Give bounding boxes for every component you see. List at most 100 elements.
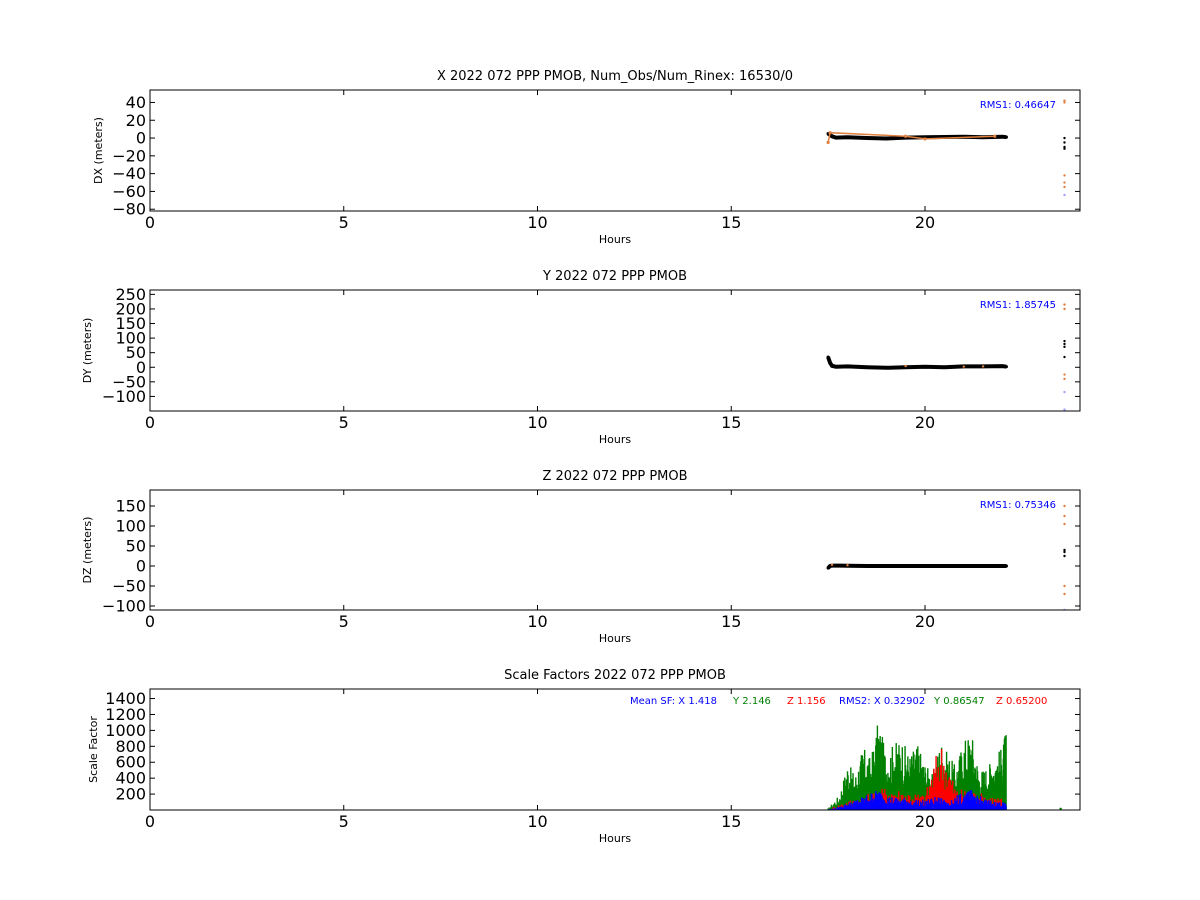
chart-title: X 2022 072 PPP PMOB, Num_Obs/Num_Rinex: … [437, 69, 793, 84]
data-point [845, 364, 850, 368]
y-tick-label: 1400 [105, 689, 146, 708]
data-point [1063, 303, 1066, 306]
data-point [846, 564, 849, 567]
x-tick-label: 5 [339, 213, 349, 232]
y-tick-label: 50 [126, 537, 146, 556]
data-series-1 [826, 563, 1008, 570]
y-tick-label: 150 [115, 314, 146, 333]
chart-title: Scale Factors 2022 072 PPP PMOB [504, 668, 726, 683]
data-point [826, 140, 830, 145]
x-tick-label: 0 [145, 413, 155, 432]
y-tick-label: 0 [136, 557, 146, 576]
data-series-3 [1063, 339, 1066, 359]
data-point [923, 137, 927, 141]
data-point [1063, 147, 1066, 150]
y-tick-label: 1000 [105, 721, 146, 740]
data-series-2 [830, 563, 849, 567]
chart-panel-1: X 2022 072 PPP PMOB, Num_Obs/Num_Rinex: … [92, 69, 1081, 246]
data-point [1063, 548, 1066, 552]
y-tick-label: −40 [112, 164, 146, 183]
data-point [1063, 185, 1066, 189]
data-layer [827, 725, 1062, 810]
data-point [962, 365, 965, 368]
y-tick-label: −80 [112, 200, 146, 219]
y-tick-label: 20 [126, 111, 146, 130]
y-axis-label: DX (meters) [92, 117, 105, 184]
data-point [1063, 554, 1066, 558]
plot-frame [149, 489, 1081, 611]
x-tick-label: 20 [915, 213, 935, 232]
data-point [865, 365, 869, 369]
x-tick-label: 10 [527, 812, 547, 831]
data-point [1063, 522, 1066, 526]
y-tick-label: 1200 [105, 705, 146, 724]
data-point [884, 136, 888, 141]
data-point [1063, 355, 1066, 359]
data-point [981, 564, 985, 568]
data-point [1063, 174, 1066, 177]
data-point [904, 364, 907, 368]
data-series-2 [826, 131, 997, 145]
data-point [1063, 550, 1066, 554]
data-series-4 [1063, 504, 1066, 596]
x-tick-label: 15 [721, 213, 741, 232]
x-axis-label: Hours [599, 632, 631, 645]
y-tick-label: 150 [115, 497, 146, 516]
data-point [981, 365, 985, 368]
data-point [826, 566, 830, 570]
data-point [962, 564, 966, 568]
data-series-1 [827, 725, 1007, 810]
data-series-4 [1059, 807, 1062, 810]
y-axis-label: DY (meters) [81, 318, 94, 383]
y-tick-label: 40 [126, 93, 146, 112]
data-point [884, 564, 888, 568]
data-point [865, 564, 869, 568]
data-point [1063, 408, 1066, 411]
data-point [1063, 99, 1066, 102]
y-tick-label: −50 [112, 577, 146, 596]
chart-title: Y 2022 072 PPP PMOB [542, 269, 687, 284]
x-axis-label: Hours [599, 433, 631, 446]
y-tick-label: 200 [115, 785, 146, 804]
data-point [923, 365, 927, 369]
rms-annotation: RMS1: 0.46647 [980, 100, 1056, 111]
data-trace [826, 563, 1007, 570]
chart-panel-3: Z 2022 072 PPP PMOB Hours DZ (meters) 0 5 10 1… [81, 469, 1081, 645]
data-point [1063, 345, 1066, 349]
y-tick-label: 800 [115, 737, 146, 756]
y-tick-label: 0 [136, 358, 146, 377]
data-trace [826, 356, 1007, 370]
data-point [838, 564, 842, 568]
data-point [904, 134, 908, 138]
data-series-5 [1063, 193, 1066, 197]
data-point [1063, 145, 1066, 149]
y-axis-label: DZ (meters) [81, 517, 94, 584]
y-tick-label: 50 [126, 343, 146, 362]
y-tick-label: −100 [102, 597, 146, 616]
plot-frame [149, 688, 1081, 811]
data-point [1000, 564, 1005, 568]
data-series-3 [1063, 136, 1066, 150]
data-point [1063, 342, 1066, 346]
data-point [923, 564, 927, 568]
chart-panel-2: Y 2022 072 PPP PMOB Hours DY (meters) 0 5 10 1… [81, 269, 1081, 446]
data-point [1063, 390, 1066, 394]
data-point [1004, 365, 1008, 369]
y-tick-label: 0 [136, 129, 146, 148]
x-tick-label: 15 [721, 413, 741, 432]
rms-annotation: RMS1: 0.75346 [980, 500, 1056, 511]
plot-frame [149, 89, 1081, 212]
y-tick-label: −50 [112, 372, 146, 391]
x-tick-label: 20 [915, 413, 935, 432]
data-point [830, 364, 834, 368]
y-axis-label: Scale Factor [87, 716, 100, 783]
y-tick-label: 250 [115, 285, 146, 304]
data-layer [826, 504, 1066, 610]
y-tick-label: 100 [115, 329, 146, 348]
data-series-3 [1063, 548, 1066, 558]
x-tick-label: 5 [339, 612, 349, 631]
data-point [828, 361, 832, 365]
data-layer [826, 303, 1066, 411]
y-tick-label: −60 [112, 182, 146, 201]
